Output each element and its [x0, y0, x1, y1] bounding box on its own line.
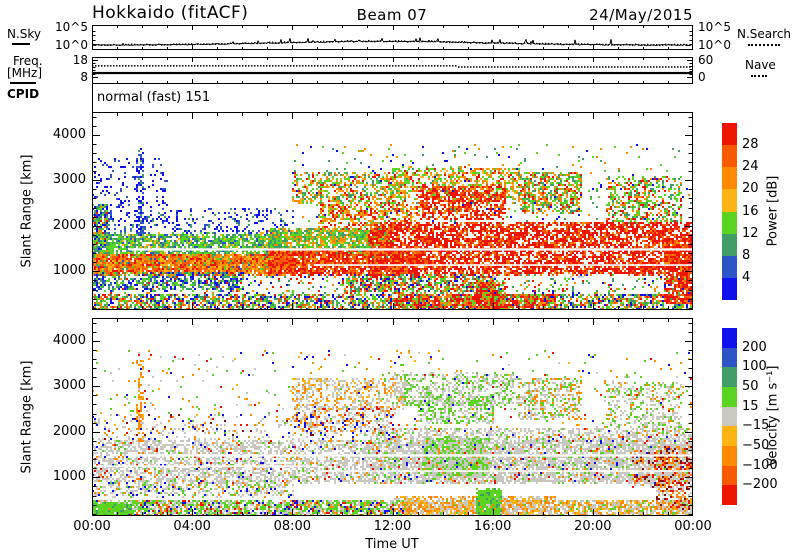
xtick-label: 08:00: [273, 519, 312, 534]
nsky-ytick-bottom-right: 10^0: [698, 38, 731, 52]
velocity-colorbar-tick-label: 100: [742, 359, 767, 375]
velocity-ytick-label: 4000: [52, 332, 86, 348]
nsearch-legend-dotted-line: [748, 44, 780, 46]
power-colorbar-segment: [722, 145, 737, 168]
velocity-panel-canvas: [92, 318, 693, 516]
power-colorbar: [722, 123, 737, 300]
nsky-label: N.Sky: [7, 27, 42, 41]
power-yaxis-title: Slant Range [km]: [19, 154, 35, 268]
velocity-ytick-label: 2000: [52, 423, 86, 439]
velocity-colorbar-segment: [722, 328, 737, 348]
xtick-label: 00:00: [73, 519, 111, 534]
velocity-ytick-label: 3000: [52, 378, 86, 394]
freq-label-line2: [MHz]: [7, 66, 43, 80]
power-colorbar-tick-label: 16: [742, 203, 759, 219]
power-colorbar-tick-label: 4: [742, 269, 751, 285]
power-colorbar-segment: [722, 233, 737, 256]
velocity-colorbar-segment: [722, 347, 737, 368]
velocity-colorbar-tick-label: −100: [742, 457, 778, 473]
freq-ytick-bottom: 8: [80, 70, 88, 84]
power-colorbar-segment: [722, 211, 737, 234]
nsky-ytick-top-right: 10^5: [698, 20, 731, 34]
nave-legend-dotted-line: [751, 75, 767, 77]
velocity-colorbar-tick-label: −50: [742, 438, 770, 453]
power-colorbar-title: Power [dB]: [765, 175, 781, 247]
power-colorbar-segment: [722, 277, 737, 300]
velocity-colorbar-tick-label: −15: [742, 418, 770, 434]
power-colorbar-tick-label: 20: [742, 181, 759, 197]
cpid-axis-line: [92, 84, 93, 112]
freq-panel-canvas: [92, 57, 693, 84]
power-colorbar-tick-label: 28: [742, 137, 759, 153]
velocity-colorbar-tick-label: −200: [742, 477, 778, 493]
velocity-colorbar-title: Velocity [m s⁻¹]: [765, 365, 781, 467]
xtick-label: 04:00: [173, 519, 211, 534]
nave-label: Nave: [745, 58, 776, 72]
velocity-colorbar-segment: [722, 485, 737, 506]
power-panel-canvas: [92, 112, 693, 310]
power-colorbar-segment: [722, 123, 737, 146]
power-ytick-label: 2000: [52, 217, 86, 233]
nsearch-label: N.Search: [737, 27, 792, 41]
power-ytick-label: 1000: [52, 263, 86, 279]
velocity-yaxis-title: Slant Range [km]: [19, 360, 35, 474]
freq-label-line1: Freq.: [13, 54, 43, 68]
xaxis-title: Time UT: [365, 537, 419, 552]
power-colorbar-segment: [722, 255, 737, 278]
freq-ytick-top: 18: [72, 53, 88, 67]
power-colorbar-segment: [722, 189, 737, 212]
xtick-label: 20:00: [574, 519, 612, 534]
beam-label: Beam 07: [356, 6, 428, 24]
power-ytick-label: 4000: [52, 126, 86, 142]
velocity-colorbar: [722, 328, 737, 506]
power-colorbar-segment: [722, 167, 737, 190]
velocity-colorbar-segment: [722, 446, 737, 466]
xtick-label: 00:00: [674, 519, 712, 534]
power-colorbar-tick-label: 24: [742, 159, 759, 175]
power-ytick-label: 3000: [52, 172, 86, 188]
freq-legend-solid-line: [10, 82, 36, 84]
nsky-panel-canvas: [92, 25, 693, 50]
nave-ytick-top: 60: [698, 53, 714, 67]
cpid-label: CPID: [7, 87, 40, 101]
nsky-ytick-top-left: 10^5: [55, 20, 88, 34]
power-colorbar-tick-label: 8: [742, 247, 751, 263]
velocity-colorbar-segment: [722, 367, 737, 388]
nsky-ytick-bottom-left: 10^0: [55, 38, 88, 52]
velocity-ytick-label: 1000: [52, 469, 86, 485]
cpid-value: normal (fast) 151: [97, 90, 211, 105]
velocity-colorbar-segment: [722, 387, 737, 407]
velocity-colorbar-segment: [722, 426, 737, 447]
velocity-colorbar-tick-label: 50: [742, 379, 759, 394]
velocity-colorbar-segment: [722, 465, 737, 486]
plot-title: Hokkaido (fitACF): [92, 3, 249, 23]
xtick-label: 16:00: [473, 519, 512, 534]
nave-ytick-bottom: 0: [698, 70, 706, 84]
power-colorbar-tick-label: 12: [742, 225, 759, 241]
velocity-colorbar-segment: [722, 406, 737, 427]
velocity-colorbar-tick-label: 15: [742, 398, 759, 414]
xtick-label: 12:00: [373, 519, 412, 534]
date-label: 24/May/2015: [589, 6, 693, 24]
velocity-colorbar-tick-label: 200: [742, 339, 767, 355]
nsky-legend-solid-line: [12, 43, 30, 45]
